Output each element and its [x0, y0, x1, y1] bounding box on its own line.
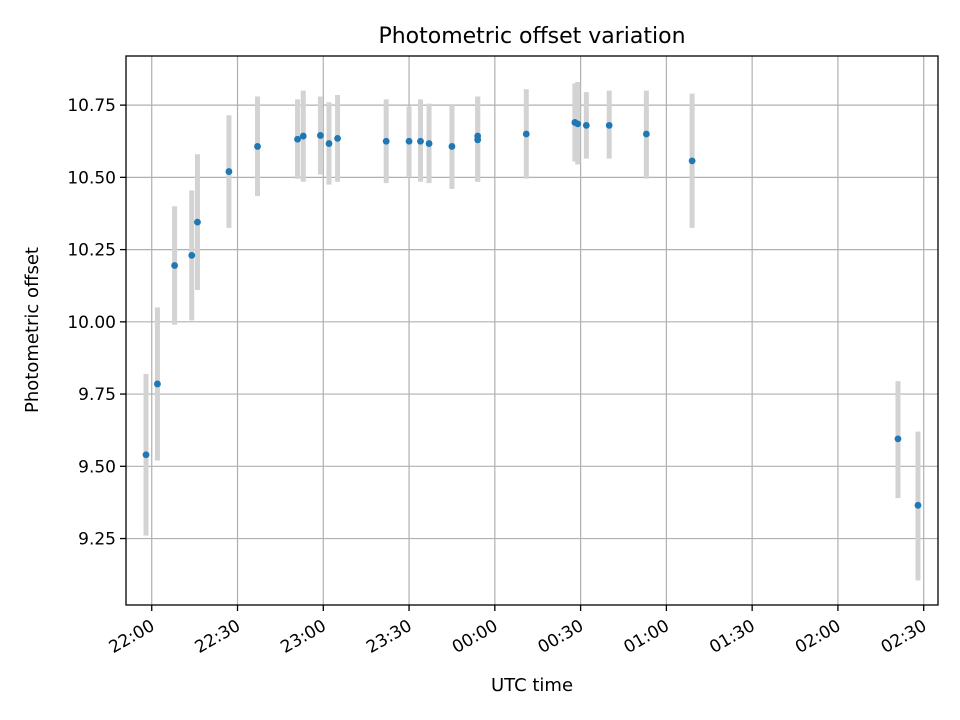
- data-points: [142, 119, 922, 509]
- data-point: [914, 501, 922, 509]
- data-point: [142, 451, 150, 459]
- grid-lines: [126, 56, 938, 605]
- data-point: [605, 121, 613, 129]
- data-point: [382, 137, 390, 145]
- data-point: [254, 143, 261, 150]
- data-point: [642, 130, 650, 138]
- data-point: [188, 251, 196, 259]
- y-axis-label: Photometric offset: [22, 247, 43, 413]
- y-tick-label: 9.25: [78, 530, 116, 550]
- data-point: [171, 262, 179, 269]
- data-point: [425, 140, 433, 147]
- data-point: [417, 137, 424, 145]
- y-tick-label: 10.75: [67, 96, 116, 116]
- plot-frame: [125, 55, 939, 606]
- data-point: [317, 132, 324, 139]
- data-point: [194, 218, 201, 226]
- data-point: [522, 130, 530, 138]
- data-point: [574, 120, 582, 128]
- y-tick-label: 9.50: [78, 457, 116, 477]
- y-tick-label: 10.25: [67, 241, 116, 261]
- y-tick-label: 9.75: [78, 385, 116, 405]
- data-point: [294, 135, 301, 143]
- data-point: [154, 380, 161, 388]
- data-point: [325, 140, 333, 147]
- data-point: [582, 121, 590, 129]
- data-point: [225, 168, 233, 175]
- x-axis-label: UTC time: [491, 675, 573, 696]
- data-point: [334, 134, 341, 142]
- data-point: [688, 157, 696, 165]
- y-tick-label: 10.00: [67, 313, 116, 333]
- y-tick-label: 10.50: [67, 168, 116, 188]
- chart-title: Photometric offset variation: [378, 24, 685, 49]
- axis-ticks: 22:00 22:30 23:00 23:30 00:00 00:30 01:00 01:30…: [67, 96, 930, 658]
- data-point: [474, 132, 482, 140]
- data-point: [299, 132, 307, 140]
- data-point: [448, 143, 456, 150]
- data-point: [405, 137, 413, 145]
- data-point: [894, 435, 902, 443]
